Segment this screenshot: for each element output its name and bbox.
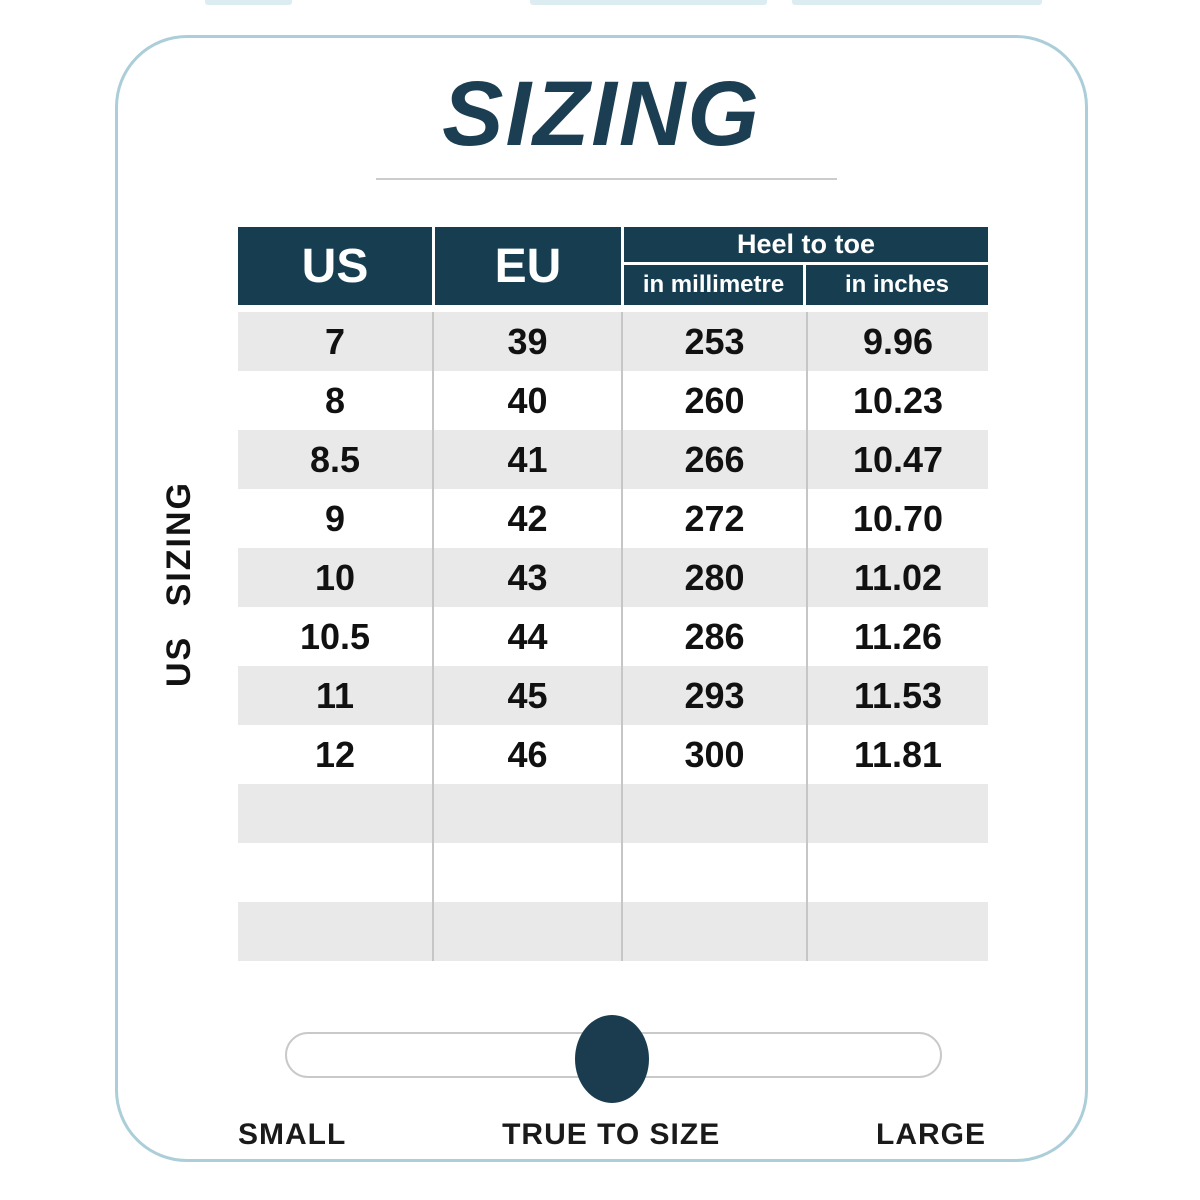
cell-eu: 44	[432, 607, 621, 666]
cell-us: 7	[324, 320, 346, 362]
cell-mm: 272	[621, 489, 806, 548]
cell-inches: 10.70	[806, 489, 988, 548]
cell-mm	[621, 902, 806, 961]
cell-us	[238, 843, 432, 902]
cell-inches: 11.81	[806, 725, 988, 784]
cell-eu: 40	[432, 371, 621, 430]
title-underline	[376, 178, 837, 180]
sub-header-row: in millimetre in inches	[624, 265, 988, 305]
cell-eu: 42	[432, 489, 621, 548]
table-row: 7 39 253 9.96	[238, 312, 988, 371]
cell-eu: 39	[432, 312, 621, 371]
cell-us: 12	[314, 733, 356, 775]
cell-us: 10.5	[299, 615, 371, 657]
table-row: 8 40 260 10.23	[238, 371, 988, 430]
cell-mm: 253	[621, 312, 806, 371]
side-label-us-sizing: US SIZING	[160, 480, 198, 688]
cell-inches	[806, 843, 988, 902]
column-header-heel-group: Heel to toe in millimetre in inches	[621, 227, 988, 305]
top-cropped-fragment	[205, 0, 292, 5]
cell-inches	[806, 902, 988, 961]
cell-inches: 11.26	[806, 607, 988, 666]
table-row-empty	[238, 843, 988, 902]
cell-inches: 9.96	[806, 312, 988, 371]
fit-slider-labels: SMALL TRUE TO SIZE LARGE	[238, 1118, 986, 1152]
cell-mm: 300	[621, 725, 806, 784]
column-header-heel-to-toe: Heel to toe	[624, 227, 988, 265]
cell-mm: 286	[621, 607, 806, 666]
cell-us: 8	[324, 379, 346, 421]
table-row: 10.5 44 286 11.26	[238, 607, 988, 666]
cell-inches	[806, 784, 988, 843]
cell-mm: 293	[621, 666, 806, 725]
table-row: 10 43 280 11.02	[238, 548, 988, 607]
cell-mm: 260	[621, 371, 806, 430]
sub-header-millimetre: in millimetre	[624, 265, 806, 305]
page-title: SIZING	[442, 63, 761, 165]
cell-us: 8.5	[309, 438, 361, 480]
cell-eu: 43	[432, 548, 621, 607]
table-row-empty	[238, 902, 988, 961]
cell-inches: 10.47	[806, 430, 988, 489]
column-header-us: US	[238, 227, 432, 305]
fit-slider-knob	[575, 1015, 649, 1103]
cell-mm: 266	[621, 430, 806, 489]
cell-us	[238, 784, 432, 843]
cell-inches: 11.02	[806, 548, 988, 607]
cell-us: 11	[315, 674, 355, 716]
column-header-eu: EU	[432, 227, 621, 305]
cell-us: 10	[314, 556, 356, 598]
cell-eu: 45	[432, 666, 621, 725]
table-row-empty	[238, 784, 988, 843]
cell-inches: 11.53	[806, 666, 988, 725]
table-row: 12 46 300 11.81	[238, 725, 988, 784]
top-cropped-fragment	[792, 0, 1042, 5]
cell-eu	[432, 784, 621, 843]
cell-mm: 280	[621, 548, 806, 607]
cell-eu	[432, 902, 621, 961]
cell-eu: 46	[432, 725, 621, 784]
table-row: 8.5 41 266 10.47	[238, 430, 988, 489]
sub-header-inches: in inches	[806, 265, 988, 305]
cell-inches: 10.23	[806, 371, 988, 430]
fit-label-true-to-size: TRUE TO SIZE	[502, 1118, 721, 1151]
fit-label-large: LARGE	[876, 1118, 986, 1151]
cell-us	[238, 902, 432, 961]
table-row: 9 42 272 10.70	[238, 489, 988, 548]
size-table: US EU Heel to toe in millimetre in inche…	[238, 227, 988, 961]
cell-us: 9	[324, 497, 346, 539]
table-header-row: US EU Heel to toe in millimetre in inche…	[238, 227, 988, 305]
table-body: 7 39 253 9.96 8 40 260 10.23 8.5 41 266 …	[238, 312, 988, 961]
cell-eu: 41	[432, 430, 621, 489]
cell-eu	[432, 843, 621, 902]
table-row: 11 45 293 11.53	[238, 666, 988, 725]
sizing-card: SIZING US SIZING US EU Heel to toe in mi…	[115, 35, 1088, 1162]
top-cropped-fragment	[530, 0, 767, 5]
fit-label-small: SMALL	[238, 1118, 347, 1151]
cell-mm	[621, 843, 806, 902]
cell-mm	[621, 784, 806, 843]
